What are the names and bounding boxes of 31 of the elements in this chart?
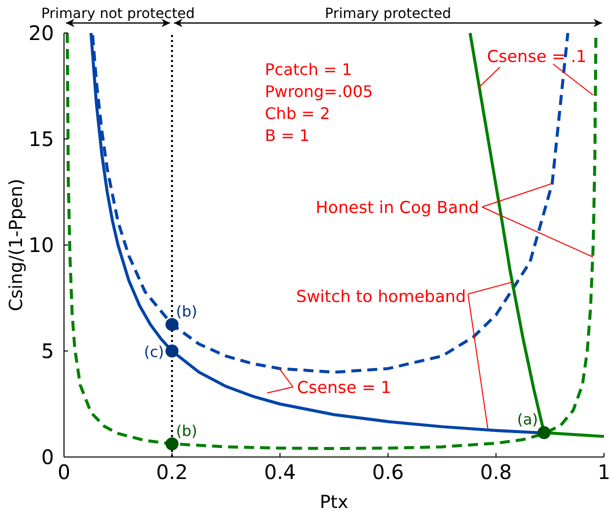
- x-tick-label: 0.8: [480, 460, 512, 484]
- annotation: Pwrong=.005: [264, 82, 373, 101]
- x-tick-label: 0.6: [372, 460, 404, 484]
- x-tick-label: 0.4: [264, 460, 296, 484]
- annotation: (b): [176, 422, 198, 440]
- y-tick-label: 20: [28, 21, 54, 45]
- text: Primary not protected: [41, 6, 195, 22]
- x-axis-title: Ptx: [320, 492, 349, 513]
- y-tick-label: 10: [28, 233, 54, 257]
- annotation: (a): [517, 410, 538, 429]
- y-tick-label: 0: [41, 445, 54, 469]
- annotation: Pcatch = 1: [264, 60, 352, 79]
- point: [166, 318, 178, 331]
- annotation: Csense = .1: [487, 47, 587, 66]
- annotation: Csense = 1: [297, 378, 392, 397]
- point: [538, 426, 551, 440]
- y-tick-label: 15: [28, 127, 54, 151]
- annotation: Honest in Cog Band: [316, 198, 479, 217]
- annotation: (b): [176, 302, 198, 320]
- point: [166, 344, 178, 358]
- annotation: (c): [144, 343, 164, 361]
- y-tick-label: 5: [41, 339, 54, 363]
- annotation: Chb = 2: [264, 104, 330, 123]
- text: Primary protected: [324, 6, 452, 22]
- x-tick-label: 1: [598, 460, 610, 484]
- x-tick-label: 0: [58, 460, 70, 484]
- y-axis-title: Csing/(1-Ppen): [6, 178, 27, 312]
- x-tick-label: 0.2: [156, 460, 188, 484]
- annotation: Switch to homeband: [296, 287, 466, 306]
- point: [166, 437, 178, 450]
- annotation: B = 1: [264, 126, 310, 145]
